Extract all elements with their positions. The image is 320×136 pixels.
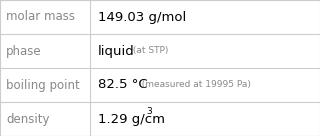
Text: 3: 3 (147, 107, 153, 116)
Text: 82.5 °C: 82.5 °C (98, 78, 148, 92)
Text: boiling point: boiling point (6, 78, 80, 92)
Text: density: density (6, 112, 50, 126)
Text: molar mass: molar mass (6, 10, 75, 24)
Text: phase: phase (6, 44, 42, 58)
Text: 149.03 g/mol: 149.03 g/mol (98, 10, 186, 24)
Text: (measured at 19995 Pa): (measured at 19995 Pa) (136, 81, 251, 89)
Text: (at STP): (at STP) (131, 47, 169, 55)
Text: 1.29 g/cm: 1.29 g/cm (98, 112, 165, 126)
Text: liquid: liquid (98, 44, 135, 58)
